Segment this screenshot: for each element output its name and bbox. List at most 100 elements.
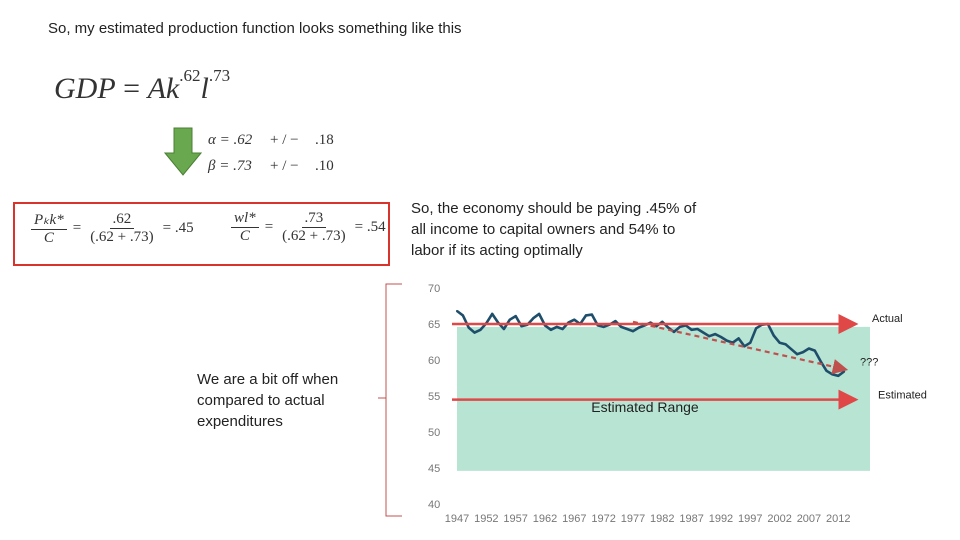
data-point bbox=[561, 327, 564, 331]
data-point bbox=[573, 318, 576, 321]
data-point bbox=[678, 325, 681, 328]
parameter-estimates: α = .62 + / − .18 β = .73 + / − .10 bbox=[208, 127, 334, 179]
data-point bbox=[467, 326, 470, 329]
income-share-explanation: So, the economy should be paying .45% of… bbox=[411, 200, 697, 259]
data-point bbox=[538, 312, 541, 316]
data-point bbox=[819, 360, 822, 363]
data-point bbox=[473, 331, 476, 334]
data-point bbox=[602, 325, 605, 328]
y-tick-label: 60 bbox=[428, 355, 440, 367]
formula-k-exponent: .62 bbox=[179, 66, 201, 85]
data-point bbox=[778, 341, 781, 344]
data-point bbox=[743, 345, 746, 348]
data-point bbox=[708, 335, 711, 338]
data-point bbox=[790, 348, 793, 351]
trend-line bbox=[632, 320, 849, 375]
beta-pm: + / − bbox=[270, 158, 299, 174]
x-tick-label: 1977 bbox=[621, 513, 645, 525]
capital-lhs-num: Pₖk* bbox=[31, 210, 67, 230]
capital-share-result: = .45 bbox=[162, 220, 194, 236]
data-point bbox=[626, 327, 629, 331]
x-tick-label: 1992 bbox=[709, 513, 733, 525]
beta-value: β = .73 bbox=[208, 158, 252, 174]
data-point bbox=[661, 320, 664, 323]
alpha-estimate: α = .62 + / − .18 bbox=[208, 127, 334, 153]
data-point bbox=[702, 331, 705, 334]
data-point bbox=[825, 369, 828, 372]
data-point bbox=[843, 370, 846, 373]
x-tick-label: 2002 bbox=[767, 513, 791, 525]
data-point bbox=[491, 312, 494, 316]
alpha-value: α = .62 bbox=[208, 132, 253, 148]
down-arrow-icon bbox=[164, 127, 202, 176]
capital-share-equation: Pₖk* C = .62 (.62 + .73) = .45 bbox=[29, 210, 194, 247]
data-point bbox=[749, 341, 752, 344]
x-tick-label: 1952 bbox=[474, 513, 498, 525]
data-point bbox=[725, 339, 728, 342]
data-point bbox=[479, 328, 482, 331]
x-tick-label: 1987 bbox=[679, 513, 703, 525]
data-point bbox=[690, 328, 693, 331]
formula-k: k bbox=[165, 72, 180, 105]
y-tick-label: 55 bbox=[428, 391, 440, 403]
data-point bbox=[801, 350, 805, 354]
alpha-pm: + / − bbox=[270, 132, 299, 148]
data-point bbox=[807, 347, 811, 350]
data-point bbox=[461, 314, 464, 317]
data-point bbox=[620, 325, 623, 328]
x-tick-label: 1947 bbox=[445, 513, 469, 525]
data-point bbox=[614, 320, 617, 323]
x-tick-label: 1957 bbox=[503, 513, 527, 525]
labor-share-result: = .54 bbox=[354, 219, 386, 235]
labor-num: .73 bbox=[301, 210, 327, 228]
data-point bbox=[672, 330, 676, 334]
data-point bbox=[772, 334, 775, 337]
capital-den: (.62 + .73) bbox=[90, 229, 154, 245]
data-point bbox=[514, 314, 517, 318]
data-point bbox=[631, 330, 635, 333]
y-tick-label: 50 bbox=[428, 427, 440, 439]
x-tick-label: 1967 bbox=[562, 513, 586, 525]
beta-error: .10 bbox=[315, 158, 334, 174]
trend-label: ??? bbox=[860, 357, 878, 369]
beta-estimate: β = .73 + / − .10 bbox=[208, 153, 334, 179]
estimated-label: Estimated bbox=[878, 390, 927, 402]
data-point bbox=[831, 373, 834, 376]
capital-lhs-den: C bbox=[43, 230, 54, 246]
estimated-range-label: Estimated Range bbox=[591, 399, 699, 415]
data-point bbox=[755, 327, 758, 330]
data-point bbox=[737, 337, 740, 340]
data-point bbox=[719, 335, 723, 339]
data-point bbox=[784, 343, 787, 346]
labor-lhs-den: C bbox=[239, 228, 250, 244]
x-tick-label: 1997 bbox=[738, 513, 762, 525]
income-share-box: Pₖk* C = .62 (.62 + .73) = .45 wl* C = .… bbox=[13, 202, 390, 266]
data-point bbox=[813, 349, 816, 352]
data-point bbox=[584, 314, 588, 317]
formula-l-exponent: .73 bbox=[208, 66, 231, 85]
y-tick-label: 70 bbox=[428, 283, 440, 295]
data-point bbox=[713, 332, 717, 336]
formula-lhs: GDP bbox=[54, 72, 116, 105]
slide-title: So, my estimated production function loo… bbox=[48, 20, 462, 37]
x-tick-label: 1962 bbox=[533, 513, 557, 525]
production-function-formula: GDP = Ak.62l.73 bbox=[54, 66, 230, 106]
data-point bbox=[637, 326, 640, 329]
data-point bbox=[502, 327, 506, 331]
data-point bbox=[508, 318, 511, 321]
data-point bbox=[667, 326, 670, 329]
x-tick-label: 1972 bbox=[591, 513, 615, 525]
data-point bbox=[520, 325, 523, 328]
labor-share-equation: wl* C = .73 (.62 + .73) = .54 bbox=[229, 210, 386, 245]
y-tick-label: 65 bbox=[428, 319, 440, 331]
formula-a: A bbox=[147, 72, 166, 105]
formula-l: l bbox=[200, 72, 209, 105]
x-tick-label: 2007 bbox=[797, 513, 821, 525]
data-point bbox=[555, 325, 558, 328]
capital-num: .62 bbox=[109, 211, 135, 229]
data-point bbox=[455, 309, 459, 313]
x-tick-label: 1982 bbox=[650, 513, 674, 525]
data-point bbox=[696, 327, 699, 331]
actual-label: Actual bbox=[872, 313, 903, 325]
alpha-error: .18 bbox=[315, 132, 334, 148]
